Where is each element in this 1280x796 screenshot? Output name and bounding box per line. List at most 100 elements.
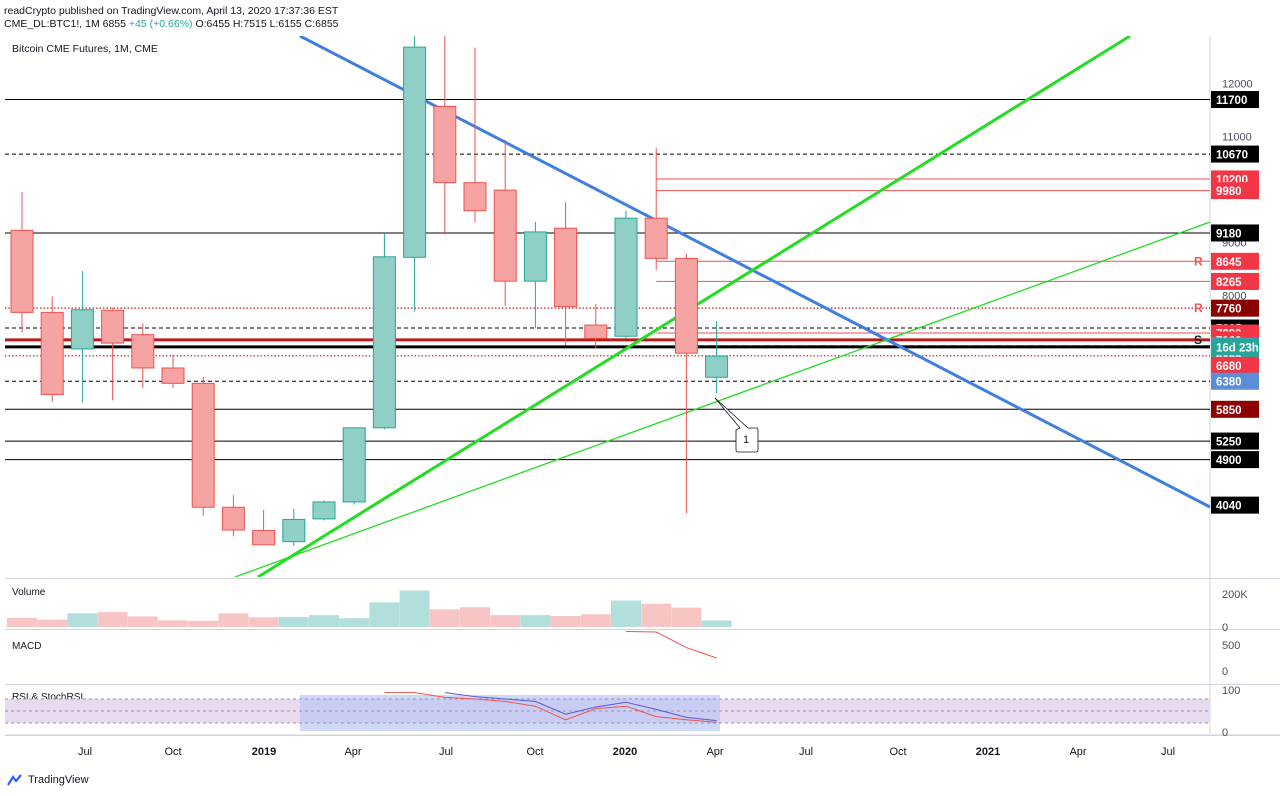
price-label: 9180 [1216,228,1242,240]
candle-body [282,518,306,543]
candle-body [644,217,668,259]
candle-body [10,229,34,313]
price-label-box [1211,224,1259,242]
tradingview-brand: TradingView [28,774,89,786]
volume-bar [520,615,551,627]
volume-bar [429,609,460,627]
volume-bar [641,603,672,627]
rsi-tick: 0 [1222,727,1228,739]
price-label: 9980 [1216,186,1242,198]
price-axis-tick: 11000 [1222,132,1252,144]
time-axis-label: Apr [706,746,723,758]
volume-bar [7,617,37,627]
candle-body [433,105,457,184]
time-axis-label: Oct [889,746,906,758]
volume-bar [369,602,400,627]
volume-bar [490,615,521,627]
rsi-line [384,692,717,723]
price-label-box [1211,272,1259,290]
time-axis-label: Apr [344,746,361,758]
time-axis-label: Oct [164,746,181,758]
volume-tick: 0 [1222,622,1228,634]
volume-bar [550,616,581,627]
volume-bar [158,620,188,627]
tradingview-logo: TradingView [6,773,89,787]
price-label: 5850 [1216,405,1242,417]
candle-body [614,217,638,337]
price-axis-tick: 8000 [1222,290,1246,302]
rsi-label: RSI & StochRSI [12,692,83,703]
candle-body [40,311,64,395]
publisher-line: readCrypto published on TradingView.com,… [4,5,339,17]
price-label: 8265 [1216,277,1242,289]
price-label-box [1211,356,1259,374]
volume-bar [309,615,339,627]
volume-bar [278,616,309,627]
price-label: 4040 [1216,501,1242,513]
volume-bar [37,619,68,627]
price-label-box [1211,496,1259,514]
price-label: 7760 [1216,304,1242,316]
level-marker-s: S [1194,333,1202,347]
tradingview-logo-icon [7,774,22,786]
time-axis-label: Oct [526,746,543,758]
candle-body [584,324,608,339]
candle-body [342,427,366,503]
volume-bar [580,614,611,627]
price-label: 6380 [1216,377,1242,389]
candle-body [554,227,578,308]
time-axis-label: Jul [799,746,813,758]
candle-body [674,257,698,354]
candle-body [191,382,215,508]
candle-body [463,182,487,212]
level-marker-r: R [1194,254,1203,268]
volume-bar [67,613,98,627]
time-axis-label: 2021 [976,746,1000,758]
price-label: 5250 [1216,437,1242,449]
volume-label: Volume [12,587,46,598]
macd-tick: 0 [1222,666,1228,678]
price-label-box [1211,91,1259,109]
price-change: +45 (+0.66%) [128,18,193,30]
candle-body [523,231,547,282]
price-axis-tick: 12000 [1222,79,1253,91]
candle-body [70,309,94,350]
rsi-tick: 100 [1222,685,1240,697]
volume-bar [399,590,430,627]
annotation-label: 1 [743,434,749,446]
candle-body [312,501,336,520]
volume-bar [248,617,279,627]
price-label-box [1211,372,1259,390]
price-label: 16d 23h [1216,342,1259,354]
price-label-box [1211,432,1259,450]
price-label: 4900 [1216,455,1242,467]
time-axis-label: Jul [439,746,453,758]
price-label-box [1211,299,1259,317]
volume-bar [701,620,732,627]
price-label-box [1211,400,1259,418]
candle-body [131,334,155,369]
candle-body [221,506,245,531]
volume-bar [188,620,219,627]
time-axis-label: Jul [78,746,92,758]
price-label-box [1211,252,1259,270]
symbol-line: CME_DL:BTC1!, 1M 6855 +45 (+0.66%) O:645… [4,18,339,30]
candle-body [705,355,729,378]
price-label: 8645 [1216,257,1242,269]
main-pane: R R S 1 [5,36,1210,577]
macd-label: MACD [12,641,41,652]
candle-body [372,256,396,429]
candle-body [101,309,125,344]
price-label: 11700 [1216,95,1247,107]
green-trendline-shallow [234,221,1210,577]
volume-tick: 200K [1222,589,1248,601]
price-label-box [1211,451,1259,469]
time-axis-label: Jul [1161,746,1175,758]
last-price: 6855 [102,18,126,30]
time-axis-label: 2019 [252,746,276,758]
candle-body [161,367,185,384]
volume-bar [671,607,702,627]
annotation-callout [714,397,759,453]
ohlc-values: O:6455 H:7515 L:6155 C:6855 [195,18,339,30]
